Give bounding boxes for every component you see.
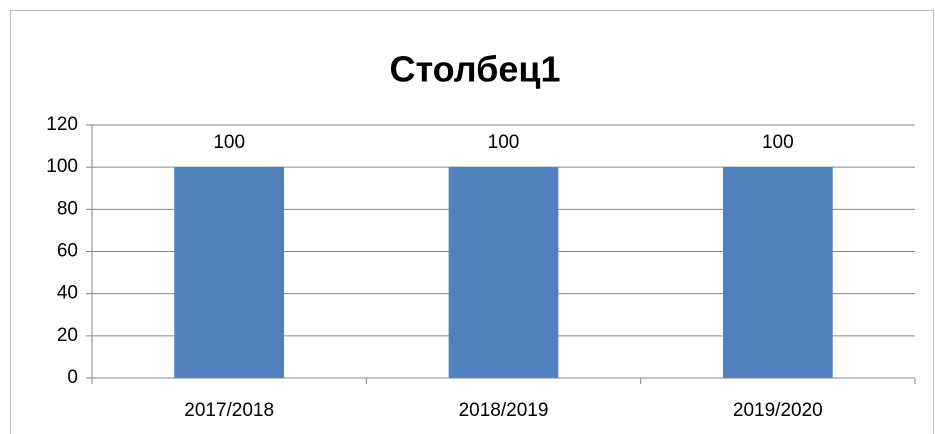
chart-title: Столбец1: [389, 49, 560, 90]
bar: [722, 167, 833, 378]
y-tick-label: 80: [57, 198, 78, 219]
x-tick-label: 2019/2020: [733, 400, 823, 421]
data-label: 100: [488, 132, 520, 153]
y-tick-label: 0: [67, 367, 78, 388]
data-label: 100: [762, 132, 794, 153]
x-tick-label: 2018/2019: [459, 400, 549, 421]
y-tick-label: 100: [46, 156, 78, 177]
y-tick-label: 40: [57, 283, 78, 304]
data-label: 100: [213, 132, 245, 153]
y-tick-label: 120: [46, 114, 78, 135]
bar: [174, 167, 285, 378]
y-tick-label: 20: [57, 325, 78, 346]
x-tick-label: 2017/2018: [184, 400, 274, 421]
y-tick-label: 60: [57, 241, 78, 262]
bar: [448, 167, 559, 378]
